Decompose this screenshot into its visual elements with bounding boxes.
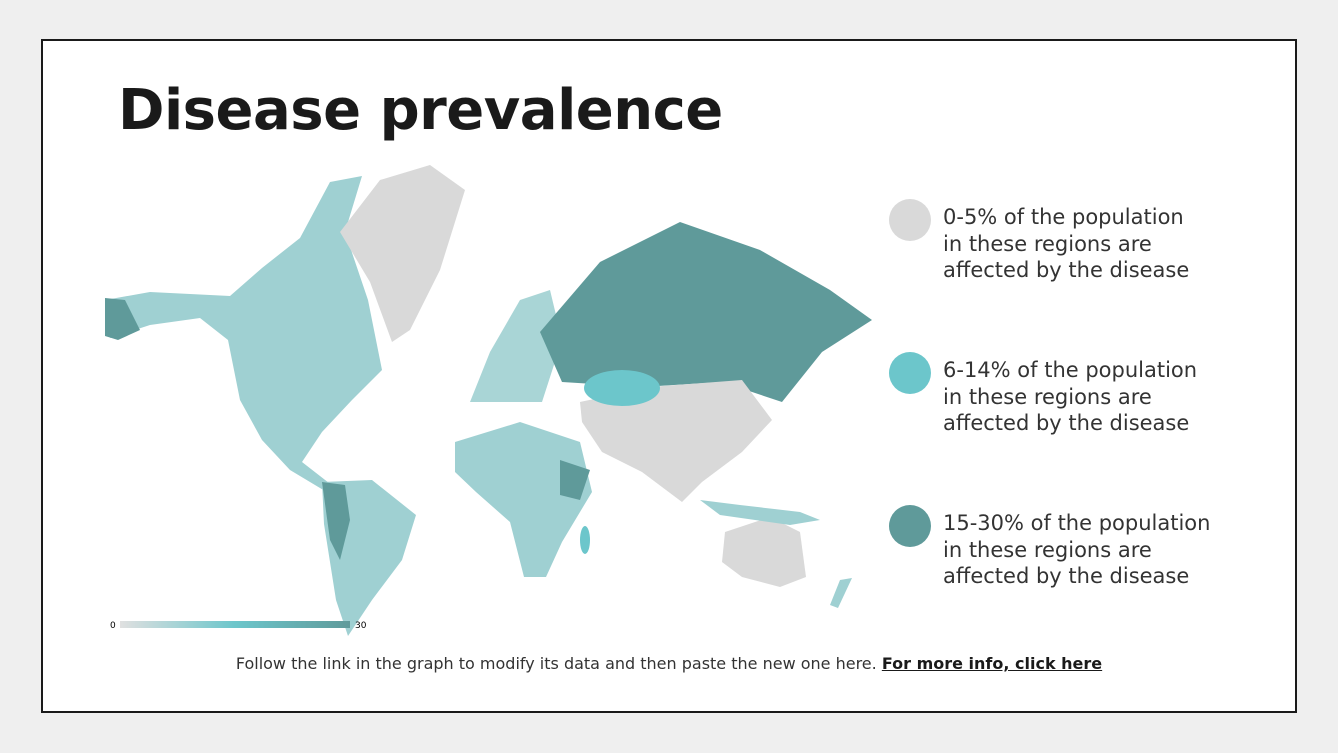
- legend-text: 15-30% of the population: [943, 511, 1211, 535]
- andes: [322, 482, 350, 560]
- asia: [580, 380, 772, 502]
- legend-text: in these regions are: [943, 231, 1152, 256]
- footer: Follow the link in the graph to modify i…: [0, 654, 1338, 673]
- australia: [722, 517, 806, 587]
- legend-swatch: [889, 352, 931, 394]
- russia: [540, 222, 872, 402]
- north-america: [105, 176, 382, 494]
- legend-text: 0-5% of the population: [943, 205, 1184, 229]
- legend-text: affected by the disease: [943, 258, 1190, 282]
- legend-text: 6-14% of the population: [943, 358, 1198, 382]
- legend-text: in these regions are: [943, 384, 1152, 409]
- info-link[interactable]: For more info, click here: [881, 654, 1103, 673]
- scale-max: 30: [355, 621, 367, 631]
- alaska: [105, 298, 140, 340]
- color-scale: [120, 621, 350, 628]
- legend-text: in these regions are: [943, 537, 1152, 562]
- madagascar: [580, 526, 590, 554]
- europe: [470, 290, 562, 402]
- legend-text: affected by the disease: [943, 564, 1190, 588]
- legend-text: affected by the disease: [943, 411, 1190, 435]
- africa: [455, 422, 592, 577]
- new-zealand: [830, 578, 852, 608]
- east-africa: [560, 460, 590, 500]
- legend-swatch: [889, 505, 931, 547]
- legend-swatch: [889, 199, 931, 241]
- scale-min: 0: [110, 621, 116, 631]
- title: Disease prevalence: [118, 78, 723, 143]
- central-asia: [584, 370, 660, 406]
- greenland: [340, 165, 465, 342]
- se-asia: [700, 500, 820, 525]
- footer-text: Follow the link in the graph to modify i…: [235, 654, 877, 673]
